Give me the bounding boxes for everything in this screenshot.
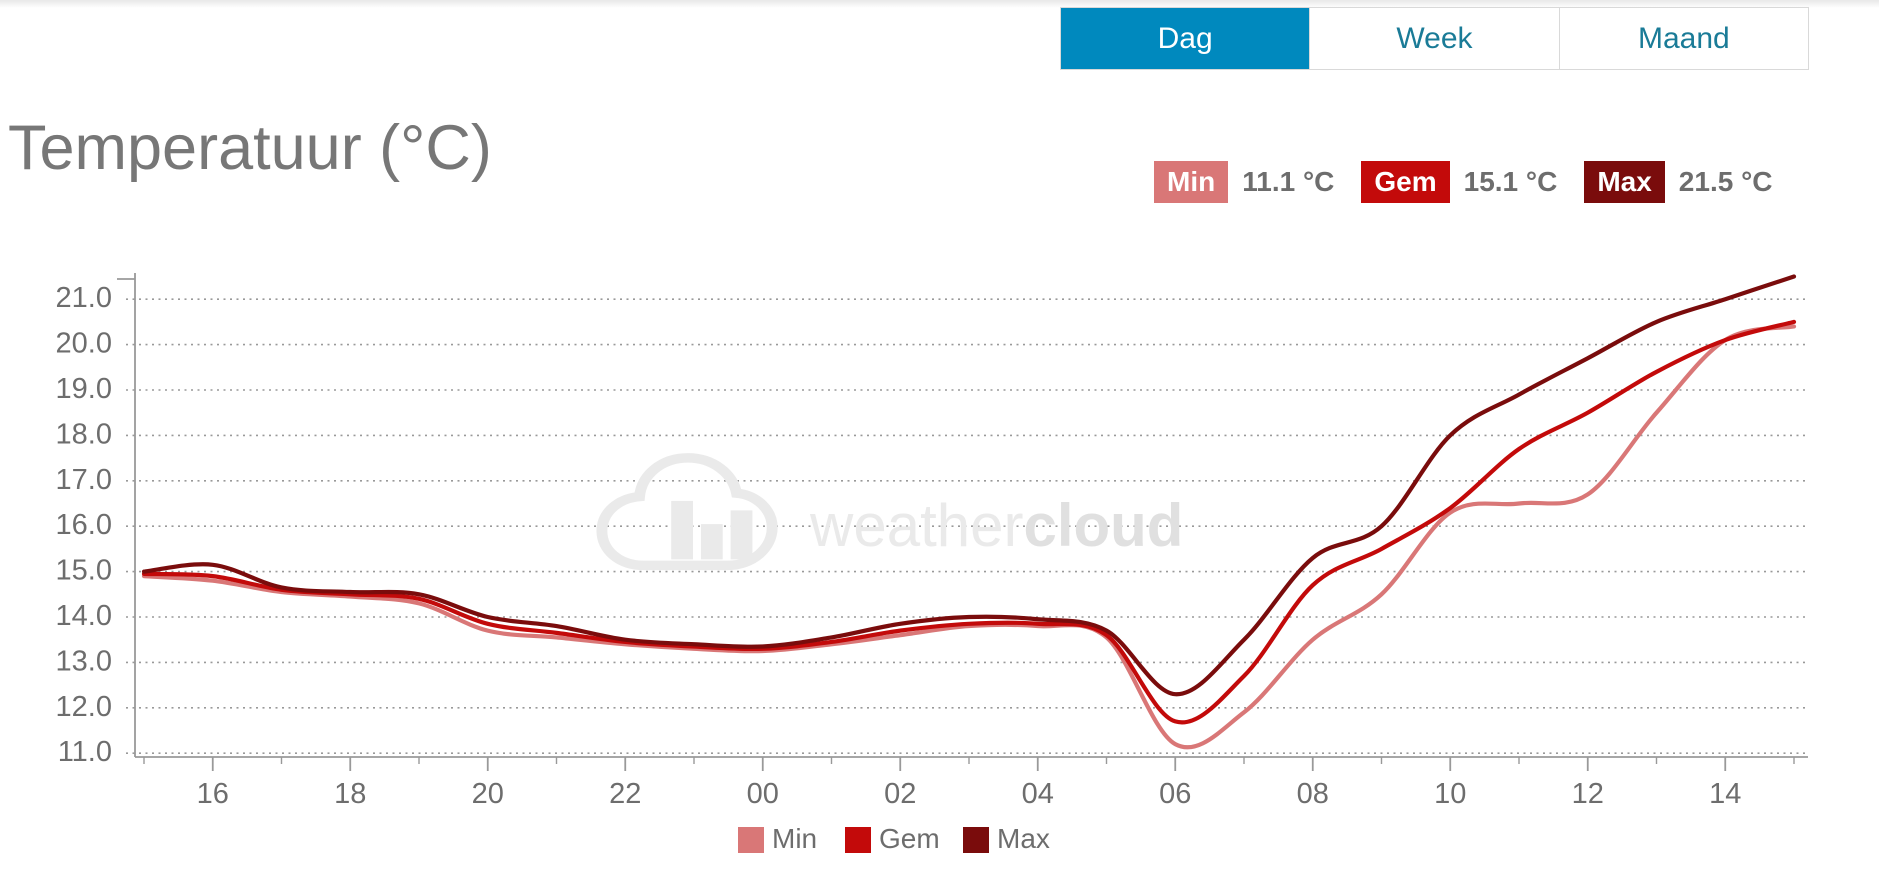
svg-text:08: 08: [1297, 778, 1329, 810]
svg-text:21.0: 21.0: [56, 282, 112, 314]
svg-text:22: 22: [609, 778, 641, 810]
svg-text:10: 10: [1434, 778, 1466, 810]
svg-text:16.0: 16.0: [56, 509, 112, 541]
svg-text:06: 06: [1159, 778, 1191, 810]
svg-text:Max: Max: [997, 823, 1050, 854]
svg-text:00: 00: [747, 778, 779, 810]
svg-text:16: 16: [197, 778, 229, 810]
svg-text:02: 02: [884, 778, 916, 810]
svg-text:15.0: 15.0: [56, 555, 112, 587]
svg-text:17.0: 17.0: [56, 464, 112, 496]
svg-text:04: 04: [1022, 778, 1054, 810]
svg-text:20.0: 20.0: [56, 328, 112, 360]
svg-text:Min: Min: [772, 823, 817, 854]
svg-text:18: 18: [334, 778, 366, 810]
svg-text:weathercloud: weathercloud: [809, 492, 1183, 559]
svg-text:Gem: Gem: [879, 823, 940, 854]
svg-text:11.0: 11.0: [58, 736, 112, 768]
svg-text:12: 12: [1572, 778, 1604, 810]
svg-text:14.0: 14.0: [56, 600, 112, 632]
svg-text:12.0: 12.0: [56, 691, 112, 723]
svg-text:18.0: 18.0: [56, 418, 112, 450]
svg-text:13.0: 13.0: [56, 645, 112, 677]
svg-text:19.0: 19.0: [56, 373, 112, 405]
svg-text:20: 20: [472, 778, 504, 810]
svg-text:14: 14: [1709, 778, 1741, 810]
